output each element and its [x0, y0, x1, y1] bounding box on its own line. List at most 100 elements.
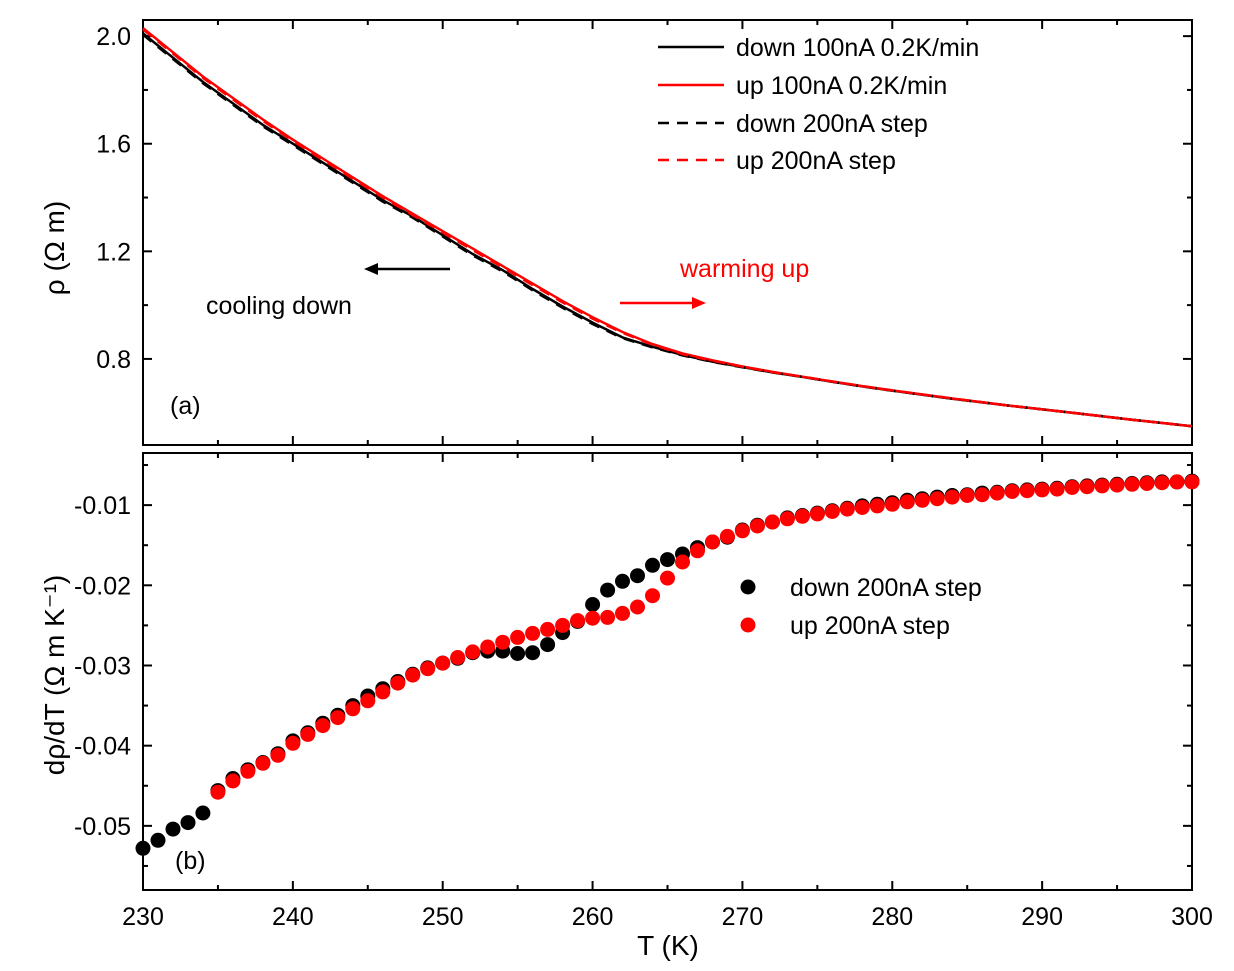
- panel-b-point-s1: [375, 684, 391, 700]
- x-tick-label: 300: [1171, 903, 1213, 931]
- legend-b-marker-1: [740, 617, 756, 633]
- panel-b: -0.05 -0.04 -0.03 -0.02 -0.01 230 240 250 260 270…: [39, 452, 1213, 961]
- panel-b-point-s1: [1094, 478, 1110, 494]
- panel-b-point-s1: [255, 755, 271, 771]
- panel-b-point-s1: [929, 491, 945, 507]
- legend-b-marker-0: [740, 579, 756, 595]
- panel-b-point-s1: [1049, 481, 1065, 497]
- panel-b-point-s1: [645, 588, 660, 604]
- panel-a-series-1: [142, 27, 1193, 428]
- panel-b-point-s1: [435, 655, 451, 671]
- panel-b-ytick-label: -0.02: [74, 572, 131, 600]
- panel-b-point-s1: [525, 625, 541, 641]
- panel-b-point-s1: [285, 735, 301, 751]
- x-tick-label: 270: [722, 903, 764, 931]
- panel-b-point-s0: [195, 805, 211, 821]
- panel-b-point-s1: [734, 523, 750, 539]
- panel-b-ytick-label: -0.03: [74, 652, 131, 680]
- legend-b-label-1: up 200nA step: [790, 612, 950, 640]
- panel-b-point-s1: [315, 718, 331, 734]
- panel-b-point-s1: [1004, 484, 1020, 499]
- panel-a: 0.8 1.2 1.6 2.0 (a) ρ (Ω m) cooling down wa…: [39, 19, 1193, 446]
- panel-a-label: (a): [170, 392, 201, 420]
- panel-b-point-s1: [914, 492, 930, 508]
- panel-b-point-s0: [180, 815, 196, 831]
- panel-b-point-s1: [660, 570, 675, 586]
- panel-b-point-s1: [405, 667, 421, 683]
- panel-a-ylabel: ρ (Ω m): [39, 201, 70, 295]
- cooling-annotation: cooling down: [206, 292, 352, 320]
- panel-a-legend: down 100nA 0.2K/min up 100nA 0.2K/min do…: [658, 34, 979, 175]
- x-axis-label: T (K): [637, 930, 699, 961]
- panel-b-point-s1: [1154, 475, 1170, 491]
- panel-b-point-s1: [555, 617, 571, 633]
- panel-b-point-s0: [660, 552, 675, 568]
- panel-b-point-s0: [165, 821, 181, 837]
- panel-b-point-s1: [959, 488, 975, 503]
- panel-b-point-s1: [974, 487, 990, 503]
- panel-b-point-s0: [615, 573, 630, 589]
- panel-b-point-s1: [345, 701, 361, 717]
- panel-b-point-s1: [809, 506, 825, 522]
- panel-b-point-s1: [600, 609, 616, 625]
- panel-b-point-s1: [705, 534, 720, 550]
- warming-annotation: warming up: [679, 255, 809, 283]
- panel-b-point-s1: [420, 661, 436, 677]
- panel-b-point-s1: [465, 644, 481, 660]
- panel-b-point-s1: [1079, 479, 1095, 495]
- panel-b-point-s1: [1184, 474, 1200, 490]
- panel-b-legend: down 200nA step up 200nA step: [740, 574, 982, 640]
- legend-a-label-1: up 100nA 0.2K/min: [736, 72, 947, 100]
- panel-b-point-s1: [495, 634, 511, 650]
- panel-b-point-s0: [645, 557, 660, 573]
- panel-a-series-3: [142, 28, 1193, 428]
- x-tick-label: 250: [422, 903, 464, 931]
- panel-a-ytick-label: 1.2: [96, 238, 131, 266]
- panel-b-point-s0: [540, 637, 556, 653]
- cooling-arrowhead: [364, 263, 378, 275]
- warming-arrowhead: [692, 297, 706, 309]
- panel-b-point-s0: [525, 645, 541, 661]
- panel-b-point-s1: [300, 726, 316, 742]
- panel-b-point-s1: [270, 747, 286, 763]
- panel-b-point-s1: [764, 514, 780, 530]
- panel-b-point-s0: [585, 597, 601, 612]
- panel-b-point-s1: [899, 494, 915, 510]
- panel-b-point-s0: [600, 582, 616, 598]
- panel-b-point-s1: [839, 501, 855, 517]
- panel-b-point-s1: [540, 621, 556, 637]
- panel-b-label: (b): [175, 847, 206, 875]
- panel-b-point-s1: [1139, 476, 1155, 491]
- panel-b-ylabel: dρ/dT (Ω m K⁻¹): [39, 575, 70, 775]
- x-tick-label: 230: [122, 903, 164, 931]
- panel-b-point-s1: [884, 496, 900, 512]
- panel-b-point-s1: [749, 518, 765, 534]
- panel-b-ytick-label: -0.01: [74, 492, 131, 520]
- panel-a-series-2: [142, 33, 1193, 428]
- panel-b-ticks: -0.05 -0.04 -0.03 -0.02 -0.01 230 240 250 260 270…: [74, 453, 1213, 931]
- panel-b-frame: [142, 452, 1193, 891]
- panel-b-point-s0: [630, 568, 645, 584]
- x-tick-label: 260: [572, 903, 614, 931]
- x-tick-label: 240: [272, 903, 314, 931]
- x-tick-label: 290: [1021, 903, 1063, 931]
- panel-b-point-s1: [675, 554, 690, 570]
- panel-b-ytick-label: -0.05: [74, 813, 131, 841]
- panel-a-ytick-label: 1.6: [96, 131, 131, 159]
- panel-b-point-s1: [794, 508, 810, 524]
- panel-a-series-0: [142, 32, 1193, 428]
- legend-a-label-3: up 200nA step: [736, 147, 896, 175]
- panel-b-point-s1: [360, 693, 376, 709]
- panel-b-point-s1: [390, 675, 406, 691]
- panel-b-point-s1: [210, 784, 226, 800]
- panel-b-point-s1: [1169, 474, 1185, 490]
- panel-b-point-s1: [719, 528, 735, 544]
- x-tick-label: 280: [871, 903, 913, 931]
- panel-b-point-s0: [150, 832, 166, 848]
- panel-b-point-s1: [690, 543, 705, 559]
- panel-b-series: [135, 473, 1200, 856]
- panel-b-ytick-label: -0.04: [74, 733, 131, 761]
- panel-b-point-s0: [510, 646, 526, 661]
- panel-a-ytick-label: 2.0: [96, 23, 131, 51]
